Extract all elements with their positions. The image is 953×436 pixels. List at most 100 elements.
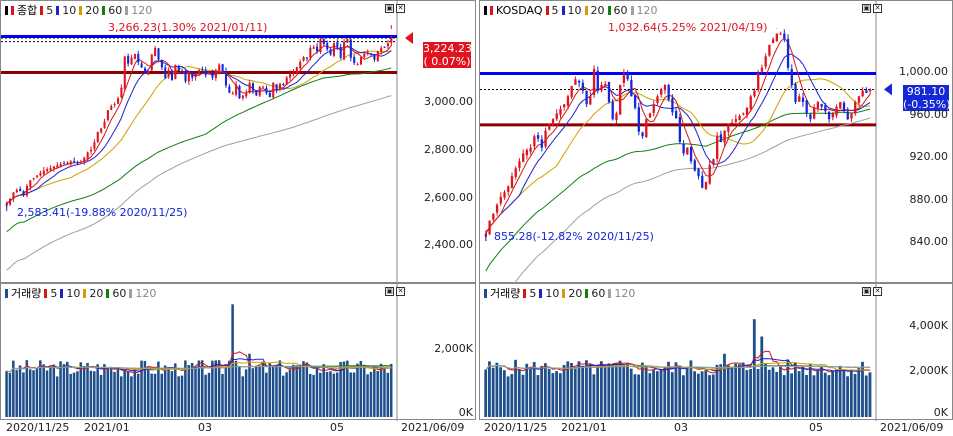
candle-body xyxy=(19,188,22,192)
left-xtick: 03 xyxy=(198,421,212,434)
candle-body xyxy=(356,64,359,66)
candle-body xyxy=(667,84,670,100)
volume-bar xyxy=(207,372,211,417)
right-price-window-buttons: ▣ ✕ xyxy=(862,4,882,13)
left-volume-chart[interactable] xyxy=(1,284,477,421)
volume-bar xyxy=(514,359,517,417)
volume-bar xyxy=(529,367,532,417)
volume-bar xyxy=(581,365,585,417)
right-price-chart[interactable] xyxy=(480,1,953,284)
volume-bar xyxy=(389,363,393,417)
left-ytick: 2,400.00 xyxy=(424,238,473,251)
left-price-chart[interactable] xyxy=(1,1,477,284)
maximize-button[interactable]: ▣ xyxy=(862,4,871,13)
candle-body xyxy=(386,43,389,47)
ma120-marker-icon xyxy=(630,5,634,15)
volume-bar xyxy=(66,361,69,417)
volume-bar xyxy=(5,371,8,417)
candle-body xyxy=(322,38,325,45)
volume-bar xyxy=(167,366,170,417)
right-xtick: 2020/11/25 xyxy=(484,421,548,434)
candle-body xyxy=(678,117,682,143)
volume-bar xyxy=(495,362,499,417)
candle-body xyxy=(689,146,693,162)
right-volume-window-buttons: ▣ ✕ xyxy=(862,287,882,296)
candle-body xyxy=(589,96,592,105)
candle-body xyxy=(147,71,150,75)
candle-body xyxy=(522,153,525,162)
bar-marker-icon xyxy=(490,5,493,15)
candle-body xyxy=(585,90,588,105)
candle-body xyxy=(488,220,491,235)
volume-bar xyxy=(842,370,846,417)
candle-body xyxy=(113,103,116,105)
candle-body xyxy=(779,33,782,35)
volume-bar xyxy=(157,361,160,417)
candle-body xyxy=(59,164,62,167)
close-button[interactable]: ✕ xyxy=(873,287,882,296)
candle-body xyxy=(22,191,25,195)
candle-body xyxy=(235,84,238,95)
right-volume-panel[interactable]: 거래량 5 10 20 60 120 ▣ ✕ 4,000K 2,000K 0K xyxy=(479,283,953,421)
right-price-panel[interactable]: KOSDAQ 5 10 20 60 120 ▣ ✕ 1,032.64(5.25%… xyxy=(479,0,953,284)
volume-bar xyxy=(55,376,59,417)
volume-bar xyxy=(76,371,79,417)
close-button[interactable]: ✕ xyxy=(396,4,405,13)
candle-body xyxy=(790,68,793,85)
volume-bar xyxy=(194,366,197,417)
volume-bar xyxy=(637,374,641,417)
candle-body xyxy=(106,110,109,121)
volume-bar xyxy=(42,364,45,417)
maximize-button[interactable]: ▣ xyxy=(385,4,394,13)
candle-body xyxy=(89,149,93,152)
volume-bar xyxy=(622,365,626,417)
candle-body xyxy=(164,67,167,78)
close-button[interactable]: ✕ xyxy=(873,4,882,13)
ma60-line xyxy=(6,67,392,233)
volume-bar xyxy=(39,360,42,417)
candle-body xyxy=(339,46,342,58)
candle-body xyxy=(255,90,258,96)
candle-body xyxy=(120,87,123,98)
candle-body xyxy=(343,41,346,60)
candle-body xyxy=(663,84,667,91)
volume-bar xyxy=(22,372,25,417)
candle-body xyxy=(204,70,207,76)
volume-bar xyxy=(244,369,248,417)
maximize-button[interactable]: ▣ xyxy=(385,287,394,296)
candle-body xyxy=(49,167,52,171)
volume-bar xyxy=(197,360,201,417)
close-button[interactable]: ✕ xyxy=(396,287,405,296)
candle-body xyxy=(366,51,369,54)
candle-body xyxy=(805,100,808,114)
candle-body xyxy=(745,107,749,116)
right-volume-chart[interactable] xyxy=(480,284,953,421)
volume-bar xyxy=(116,367,120,417)
candle-body xyxy=(719,134,723,143)
candle-body xyxy=(551,119,555,125)
volume-bar xyxy=(362,364,366,417)
candle-body xyxy=(52,166,55,169)
candle-body xyxy=(749,96,752,110)
volume-bar xyxy=(618,360,622,417)
volume-bar xyxy=(812,375,816,417)
candle-body xyxy=(492,213,495,220)
volume-bar xyxy=(633,374,637,417)
candle-body xyxy=(566,96,570,106)
volume-bar xyxy=(346,360,349,417)
volume-bar xyxy=(603,364,607,417)
legend-volume: 거래량 xyxy=(11,287,42,300)
candle-body xyxy=(868,89,872,92)
volume-bar xyxy=(570,363,573,417)
volume-bar xyxy=(484,369,488,417)
volume-bar xyxy=(180,375,184,417)
volume-bar xyxy=(140,360,143,417)
left-volume-panel[interactable]: 거래량 5 10 20 60 120 ▣ ✕ 2,000K 0K xyxy=(0,283,477,421)
left-price-panel[interactable]: 종합 5 10 20 60 120 ▣ ✕ 3,266.23(1.30% 202… xyxy=(0,0,477,284)
candle-body xyxy=(197,69,201,74)
maximize-button[interactable]: ▣ xyxy=(862,287,871,296)
candle-body xyxy=(127,55,130,64)
volume-bar xyxy=(278,360,282,417)
right-ytick: 960.00 xyxy=(909,108,949,121)
candle-body xyxy=(648,113,652,118)
